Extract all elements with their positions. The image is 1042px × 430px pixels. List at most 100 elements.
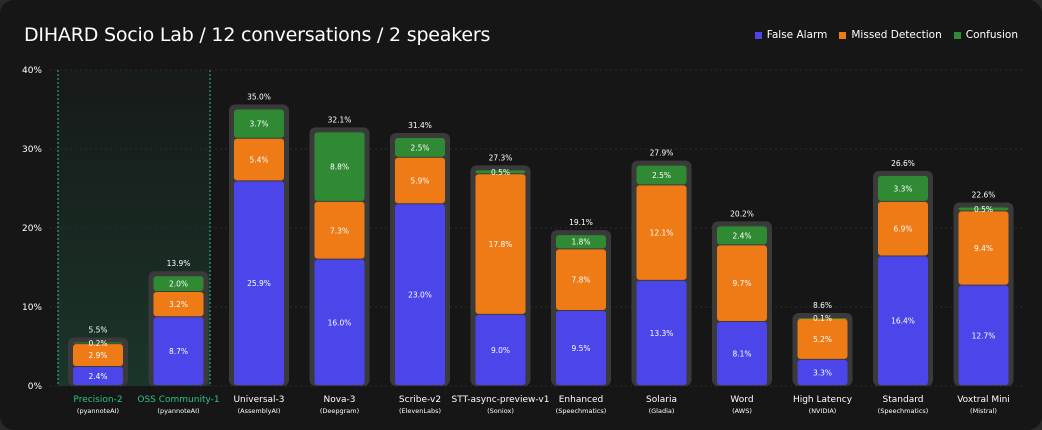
bar-segment-label: 9.4%	[974, 244, 993, 253]
bar-segment-label: 8.1%	[732, 350, 751, 359]
category-label: OSS Community-1	[137, 395, 219, 405]
bar-segment-false_alarm	[475, 314, 526, 385]
legend-label-false-alarm: False Alarm	[766, 29, 828, 41]
y-tick-label: 0%	[28, 382, 43, 392]
bar-segment-confusion	[153, 276, 204, 291]
category-provider: (Soniox)	[487, 407, 514, 415]
bar-segment-label: 8.7%	[169, 347, 188, 356]
legend-swatch-false-alarm	[754, 31, 762, 39]
bar-segment-confusion	[958, 207, 1009, 211]
bar-segment-label: 7.3%	[330, 226, 349, 235]
y-tick-label: 10%	[22, 303, 42, 313]
bar-segment-missed_detection	[475, 174, 526, 314]
category-provider: (Deepgram)	[320, 407, 359, 415]
category-label: Enhanced	[559, 395, 604, 405]
bar-segment-label: 13.3%	[650, 329, 674, 338]
legend-item-confusion: Confusion	[953, 29, 1018, 41]
bar-total-label: 27.9%	[650, 149, 674, 158]
category-label: Precision-2	[73, 395, 122, 405]
bar-segment-label: 2.5%	[652, 171, 671, 180]
bar-total-label: 5.5%	[88, 326, 107, 335]
bar-segment-missed_detection	[314, 201, 365, 259]
bar-segment-confusion	[797, 318, 848, 319]
bar-segment-missed_detection	[958, 211, 1009, 285]
bar-segment-missed_detection	[73, 344, 123, 367]
category-label: Solaria	[646, 395, 677, 405]
y-tick-label: 40%	[22, 66, 42, 76]
y-tick-label: 30%	[22, 145, 42, 155]
bar-segment-confusion	[395, 137, 445, 157]
bar-segment-false_alarm	[636, 280, 687, 385]
bar-segment-false_alarm	[73, 367, 123, 385]
bar-segment-label: 0.5%	[974, 205, 993, 214]
bar-total-label: 20.2%	[730, 209, 754, 218]
bar-segment-label: 23.0%	[408, 291, 432, 300]
bar-total-label: 32.1%	[328, 115, 352, 124]
legend-label-missed-detection: Missed Detection	[851, 29, 942, 41]
category-provider: (AWS)	[732, 407, 752, 415]
bar-segment-label: 25.9%	[247, 279, 271, 288]
bar-segment-label: 2.9%	[88, 351, 107, 360]
bar-segment-label: 2.4%	[732, 231, 751, 240]
bar-segment-label: 17.8%	[489, 240, 513, 249]
bar-segment-label: 7.8%	[571, 276, 590, 285]
bar-segment-label: 9.5%	[571, 344, 590, 353]
legend-label-confusion: Confusion	[965, 29, 1018, 41]
bar-segment-missed_detection	[234, 138, 284, 181]
legend-swatch-confusion	[953, 31, 961, 39]
bar-total-label: 31.4%	[408, 121, 432, 130]
bar-segment-confusion	[475, 170, 526, 174]
category-provider: (Mistral)	[970, 407, 997, 415]
bar-segment-label: 0.5%	[491, 168, 510, 177]
bar-total-label: 35.0%	[247, 93, 271, 102]
bar-segment-label: 2.4%	[88, 372, 107, 381]
legend-item-missed-detection: Missed Detection	[839, 29, 942, 41]
bar-segment-label: 5.9%	[410, 176, 429, 185]
category-provider: (Speechmatics)	[878, 407, 929, 415]
bar-segment-label: 8.8%	[330, 163, 349, 172]
bar-segment-label: 5.2%	[813, 335, 832, 344]
bar-segment-label: 6.9%	[893, 225, 912, 234]
bar-segment-label: 3.3%	[813, 368, 832, 377]
bar-segment-confusion	[234, 109, 284, 138]
bar-segment-label: 5.4%	[249, 156, 268, 165]
bar-segment-confusion	[878, 175, 928, 201]
category-label: High Latency	[793, 395, 853, 405]
bar-total-label: 8.6%	[813, 301, 832, 310]
bar-segment-missed_detection	[797, 318, 848, 359]
bar-segment-label: 3.7%	[249, 120, 268, 129]
bar-segment-label: 0.2%	[88, 339, 107, 348]
bar-segment-label: 9.0%	[491, 346, 510, 355]
bar-segment-false_alarm	[556, 310, 606, 385]
category-provider: (ElevenLabs)	[399, 407, 441, 415]
legend-swatch-missed-detection	[839, 31, 847, 39]
bar-segment-label: 3.2%	[169, 300, 188, 309]
y-tick-label: 20%	[22, 224, 42, 234]
bar-segment-false_alarm	[234, 181, 284, 385]
bar-segment-label: 0.1%	[813, 314, 832, 323]
category-provider: (Gladia)	[649, 407, 675, 415]
bar-segment-label: 2.5%	[410, 143, 429, 152]
bar-segment-label: 2.0%	[169, 280, 188, 289]
bar-segment-confusion	[314, 132, 365, 201]
bar-segment-false_alarm	[314, 259, 365, 385]
bar-segment-missed_detection	[556, 249, 606, 310]
bar-total-label: 27.3%	[489, 153, 513, 162]
category-label: Voxtral Mini	[957, 395, 1010, 405]
bar-total-label: 26.6%	[891, 159, 915, 168]
category-provider: (NVIDIA)	[809, 407, 837, 415]
category-label: Scribe-v2	[399, 395, 441, 405]
category-label: STT-async-preview-v1	[452, 395, 550, 405]
bar-segment-missed_detection	[153, 291, 204, 317]
category-provider: (pyannoteAI)	[157, 407, 199, 415]
bar-segment-missed_detection	[717, 245, 767, 322]
bar-total-label: 22.6%	[972, 190, 996, 199]
bar-segment-label: 12.1%	[650, 229, 674, 238]
category-provider: (pyannoteAI)	[77, 407, 119, 415]
category-label: Universal-3	[233, 395, 284, 405]
bar-segment-label: 1.8%	[571, 238, 590, 247]
bar-segment-confusion	[636, 165, 687, 185]
bar-segment-false_alarm	[958, 285, 1009, 385]
